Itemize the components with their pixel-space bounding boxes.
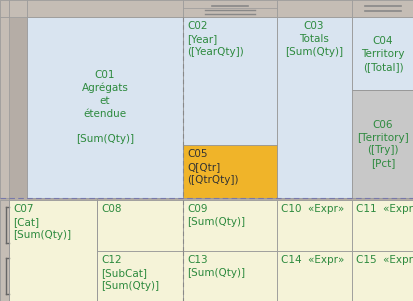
Bar (183, 17, 276, 145)
Bar (276, 0, 351, 17)
Bar (27, 17, 183, 198)
Text: C15  «Expr»: C15 «Expr» (355, 255, 413, 265)
Text: C01
Agrégats
et
étendue

[Sum(Qty)]: C01 Agrégats et étendue [Sum(Qty)] (76, 70, 134, 144)
Bar (276, 17, 351, 198)
Bar (276, 200, 351, 251)
Text: C10  «Expr»: C10 «Expr» (280, 204, 344, 214)
Text: C04
Territory
([Total]): C04 Territory ([Total]) (361, 36, 404, 72)
Bar (183, 251, 276, 301)
Text: C14  «Expr»: C14 «Expr» (280, 255, 344, 265)
Text: C02
[Year]
([YearQty]): C02 [Year] ([YearQty]) (187, 21, 243, 57)
Bar (351, 90, 413, 198)
Bar (183, 200, 276, 251)
Text: C09
[Sum(Qty)]: C09 [Sum(Qty)] (187, 204, 244, 227)
Bar (9, 0, 27, 17)
Text: C13
[Sum(Qty)]: C13 [Sum(Qty)] (187, 255, 244, 278)
Text: C11  «Expr»: C11 «Expr» (355, 204, 413, 214)
Text: C06
[Territory]
([Try])
[Pct]: C06 [Territory] ([Try]) [Pct] (356, 120, 408, 168)
Bar (183, 0, 276, 17)
Bar (97, 251, 183, 301)
Bar (351, 0, 413, 17)
Bar (351, 17, 413, 90)
Bar (351, 251, 413, 301)
Text: C07
[Cat]
[Sum(Qty)]: C07 [Cat] [Sum(Qty)] (13, 204, 71, 240)
Bar (0, 17, 9, 198)
Bar (276, 251, 351, 301)
Text: C12
[SubCat]
[Sum(Qty)]: C12 [SubCat] [Sum(Qty)] (101, 255, 159, 290)
Bar (97, 200, 183, 251)
Bar (0, 0, 9, 17)
Text: C05
Q[Qtr]
([QtrQty]): C05 Q[Qtr] ([QtrQty]) (187, 149, 238, 185)
Text: C08: C08 (101, 204, 121, 214)
Bar (183, 145, 276, 198)
Bar (351, 200, 413, 251)
Bar (9, 200, 97, 301)
Text: C03
Totals
[Sum(Qty)]: C03 Totals [Sum(Qty)] (284, 21, 342, 57)
Bar (0, 200, 9, 301)
Bar (27, 0, 183, 17)
Bar (183, 8, 276, 17)
